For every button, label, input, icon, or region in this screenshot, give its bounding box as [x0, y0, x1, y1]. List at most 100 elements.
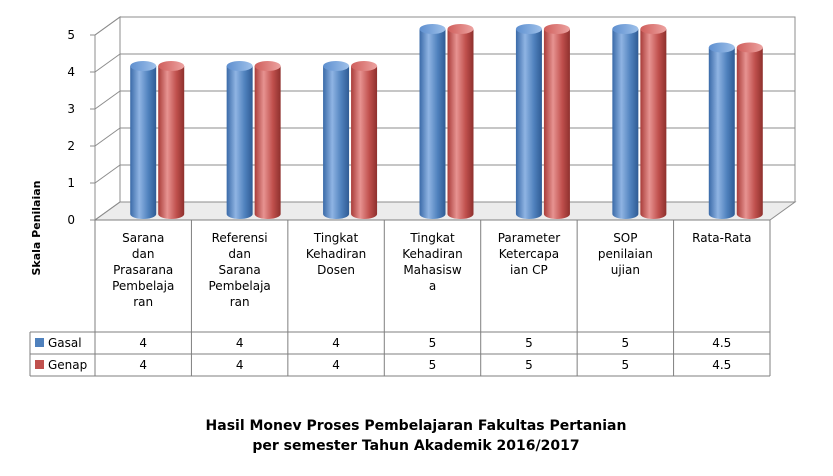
- legend-label-genap: Genap: [48, 358, 87, 372]
- table-cell: 4: [332, 336, 340, 350]
- bar-top: [736, 42, 763, 53]
- bar-genap: [351, 61, 378, 219]
- bar-top: [612, 24, 639, 34]
- bar-genap: [254, 61, 281, 219]
- y-tick-label: 5: [67, 28, 75, 42]
- bar-body: [708, 47, 735, 219]
- category-label: dan: [132, 247, 155, 261]
- bar-gasal: [323, 61, 350, 219]
- bar-top: [351, 61, 378, 71]
- bar-genap: [640, 24, 667, 219]
- table-cell: 4: [236, 336, 244, 350]
- gridline-side: [94, 201, 121, 221]
- category-label: Sarana: [219, 263, 261, 277]
- category-label: ian CP: [510, 263, 548, 277]
- gridline-side: [94, 16, 121, 36]
- table-cell: 4.5: [712, 358, 731, 372]
- legend-label-gasal: Gasal: [48, 336, 82, 350]
- category-label: Prasarana: [113, 263, 173, 277]
- y-tick-label: 0: [67, 213, 75, 227]
- legend-swatch-gasal: [35, 338, 44, 347]
- category-label: Pembelaja: [209, 279, 271, 293]
- category-label: Referensi: [212, 231, 268, 245]
- legend-swatch-genap: [35, 360, 44, 369]
- table-cell: 5: [622, 336, 630, 350]
- table-cell: 4: [139, 336, 147, 350]
- category-label: ran: [133, 295, 153, 309]
- gridline-side: [94, 127, 121, 147]
- category-label: Sarana: [122, 231, 164, 245]
- category-label: dan: [228, 247, 251, 261]
- table-cell: 4: [139, 358, 147, 372]
- bar-body: [736, 47, 763, 219]
- category-label: Mahasisw: [403, 263, 462, 277]
- category-label: a: [429, 279, 436, 293]
- gridline-side: [94, 164, 121, 184]
- bar-body: [447, 29, 474, 219]
- category-label: Ketercapa: [499, 247, 559, 261]
- bar-top: [640, 24, 667, 34]
- table-cell: 4.5: [712, 336, 731, 350]
- bar-gasal: [419, 24, 446, 219]
- bar-gasal: [130, 61, 157, 219]
- category-label: Parameter: [498, 231, 560, 245]
- category-label: ran: [230, 295, 250, 309]
- y-tick-label: 1: [67, 176, 75, 190]
- bar-body: [351, 66, 378, 219]
- left-wall: [94, 16, 121, 221]
- gridline-side: [94, 53, 121, 73]
- gridline-side: [94, 90, 121, 110]
- bar-top: [543, 24, 570, 34]
- bar-body: [612, 29, 639, 219]
- category-label: ujian: [611, 263, 640, 277]
- bar-body: [226, 66, 253, 219]
- y-tick-label: 2: [67, 139, 75, 153]
- bar-top: [254, 61, 281, 71]
- table-cell: 5: [429, 336, 437, 350]
- category-label: Kehadiran: [306, 247, 366, 261]
- bar-top: [515, 24, 542, 34]
- table-cell: 5: [525, 336, 533, 350]
- category-label: Rata-Rata: [692, 231, 751, 245]
- category-label: Kehadiran: [402, 247, 462, 261]
- category-label: Pembelaja: [112, 279, 174, 293]
- table-cell: 5: [525, 358, 533, 372]
- category-label: Tingkat: [409, 231, 455, 245]
- category-label: SOP: [613, 231, 637, 245]
- table-cell: 5: [429, 358, 437, 372]
- bar-gasal: [708, 42, 735, 219]
- y-axis-ticks: 0 1 2 3 4 5: [67, 28, 95, 227]
- bar-top: [419, 24, 446, 34]
- bar-body: [515, 29, 542, 219]
- y-tick-label: 4: [67, 65, 75, 79]
- bar-top: [323, 61, 350, 71]
- bar-body: [158, 66, 185, 219]
- bar-body: [130, 66, 157, 219]
- bar-genap: [447, 24, 474, 219]
- bars: [130, 24, 763, 219]
- bar-genap: [158, 61, 185, 219]
- title-line: per semester Tahun Akademik 2016/2017: [252, 438, 579, 454]
- bar-gasal: [515, 24, 542, 219]
- y-axis-label: Skala Penilaian: [30, 180, 43, 275]
- bar-gasal: [612, 24, 639, 219]
- bar-body: [254, 66, 281, 219]
- category-label: Dosen: [317, 263, 355, 277]
- bar-body: [419, 29, 446, 219]
- bar-top: [226, 61, 253, 71]
- title-line: Hasil Monev Proses Pembelajaran Fakultas…: [206, 418, 627, 434]
- table-cell: 5: [622, 358, 630, 372]
- bar-body: [640, 29, 667, 219]
- bar-top: [447, 24, 474, 34]
- bar-body: [543, 29, 570, 219]
- category-label: Tingkat: [313, 231, 359, 245]
- bar-top: [130, 61, 157, 71]
- chart-title: Hasil Monev Proses Pembelajaran Fakultas…: [206, 418, 627, 454]
- bar-top: [708, 42, 735, 53]
- bar-top: [158, 61, 185, 71]
- category-label: penilaian: [598, 247, 653, 261]
- bar-genap: [736, 42, 763, 219]
- table-cell: 4: [332, 358, 340, 372]
- table-cell: 4: [236, 358, 244, 372]
